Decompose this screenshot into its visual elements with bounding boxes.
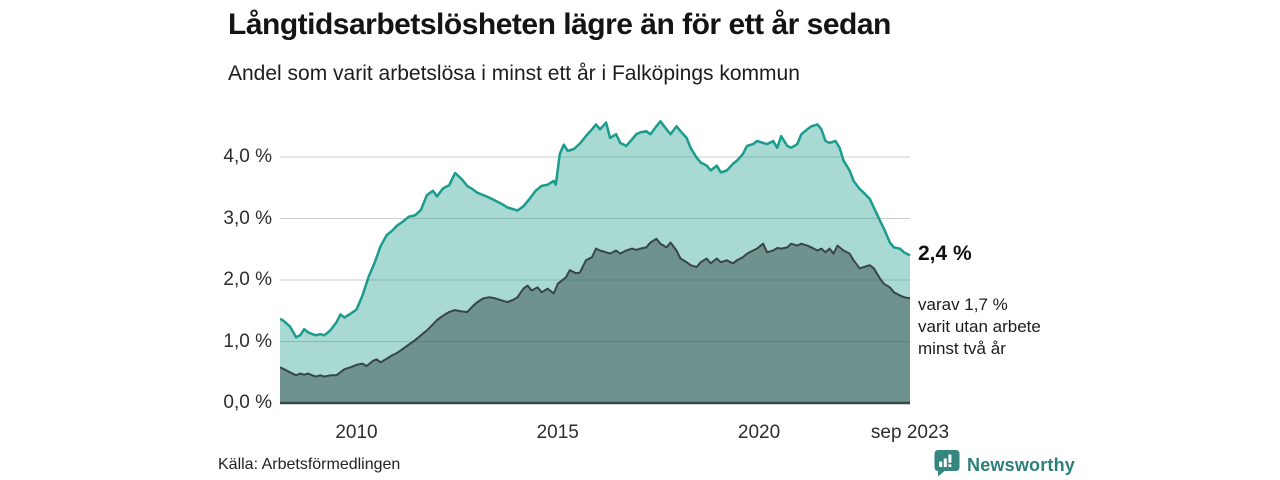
brand-name: Newsworthy [967,455,1076,475]
series-total-area [280,121,910,404]
sublabel-line: minst två år [918,339,1006,358]
x-tick-label: 2015 [536,422,579,443]
sublabel-line: varav 1,7 % [918,295,1008,314]
series-two-years-line [279,237,911,378]
series-total-line [279,120,911,339]
y-tick-label: 0,0 % [223,392,272,413]
newsworthy-icon [933,449,960,480]
end-value-sublabel: varav 1,7 % varit utan arbete minst två … [918,294,1041,360]
x-tick-label: 2020 [737,422,781,443]
source-note: Källa: Arbetsförmedlingen [218,456,401,473]
end-value-label: 2,4 % [918,242,972,265]
y-tick-label: 3,0 % [223,207,272,229]
chart-title: Långtidsarbetslösheten lägre än för ett … [228,8,891,41]
brand-logo: Newsworthy [933,449,1075,480]
sublabel-line: varit utan arbete [918,317,1041,336]
area-chart-svg [279,120,911,405]
x-tick-label: 2010 [335,422,378,443]
series-two-years-area [280,238,910,403]
y-tick-label: 2,0 % [223,269,272,290]
plot-area [279,110,912,406]
y-tick-label: 4,0 % [223,146,272,167]
y-tick-label: 1,0 % [223,330,272,352]
x-tick-label: sep 2023 [870,422,950,443]
chart-subtitle: Andel som varit arbetslösa i minst ett å… [228,62,800,85]
